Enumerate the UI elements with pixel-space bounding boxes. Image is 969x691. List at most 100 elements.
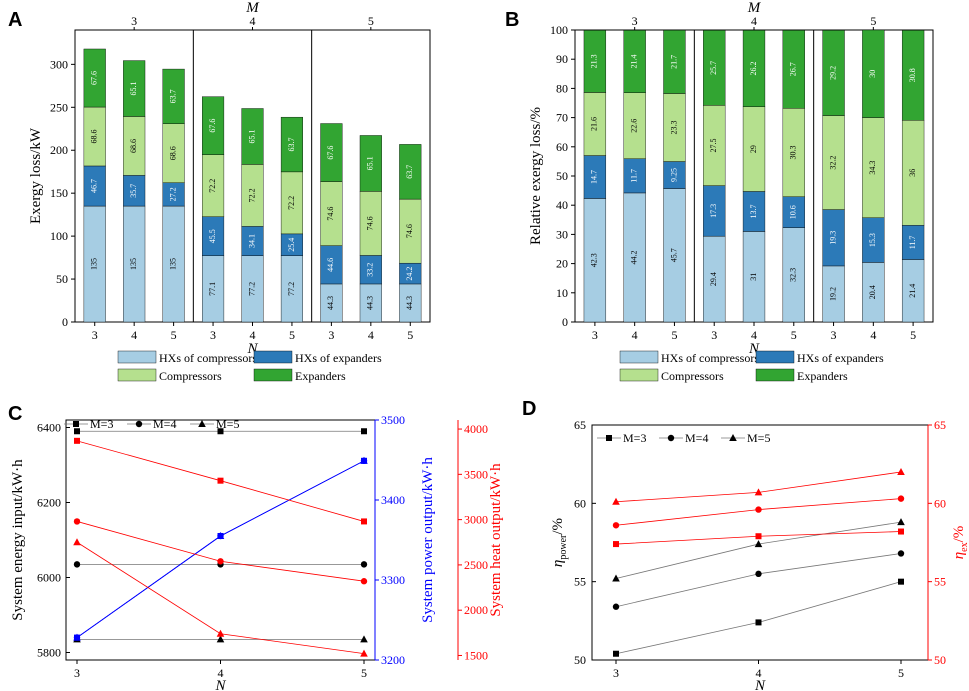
bar-value-label: 35.7 [129, 184, 138, 198]
bar-value-label: 29.2 [828, 66, 837, 80]
y-right-tick-label: 2500 [464, 558, 488, 572]
data-point [217, 558, 224, 565]
y-left-tick-label: 6400 [37, 421, 61, 435]
x-tick-label: 4 [751, 328, 757, 342]
bar-value-label: 20.4 [868, 285, 877, 299]
bar-segment [83, 48, 106, 108]
data-point [360, 649, 368, 657]
plot-frame [65, 419, 376, 661]
data-point [755, 570, 762, 578]
bar-value-label: 72.2 [287, 196, 296, 210]
legend-label: Compressors [661, 369, 724, 383]
bar-value-label: 135 [168, 258, 177, 270]
legend-marker [606, 435, 612, 441]
bar-value-label: 22.6 [629, 119, 638, 133]
legend-swatch [117, 350, 157, 364]
bar-value-label: 21.6 [590, 117, 599, 131]
y-axis-label: Exergy loss/kW [28, 127, 44, 224]
legend-marker [729, 434, 737, 441]
y-left-tick-label: 50 [574, 653, 586, 667]
y-tick-label: 70 [556, 111, 568, 125]
y-left-label: System energy input/kW·h [10, 459, 26, 621]
bar-value-label: 32.3 [789, 268, 798, 282]
bar-segment [123, 60, 146, 117]
data-point [897, 518, 905, 526]
data-point [612, 603, 620, 610]
data-point [360, 578, 368, 585]
panel-letter-C: C [8, 403, 22, 425]
bar-value-label: 36 [908, 169, 917, 177]
data-point [897, 468, 905, 475]
bar-value-label: 31 [749, 273, 758, 281]
bar-value-label: 11.7 [908, 236, 917, 250]
data-point [361, 518, 367, 525]
x-tick-label: 4 [131, 328, 137, 342]
legend-swatch [253, 350, 293, 364]
y-mid-tick-label: 3500 [381, 413, 405, 427]
bar-value-label: 135 [129, 258, 138, 270]
bar-segment [623, 30, 646, 93]
y-tick-label: 90 [556, 52, 568, 66]
bar-value-label: 67.6 [90, 71, 99, 85]
bar-value-label: 44.3 [405, 296, 414, 310]
bar-value-label: 29.4 [709, 272, 718, 286]
panel-letter-B: B [505, 9, 519, 31]
legend-label: M=3 [90, 417, 113, 431]
legend-label: M=4 [685, 431, 708, 445]
data-point [216, 635, 225, 643]
series-line [615, 581, 902, 655]
x-tick-label: 3 [711, 328, 717, 342]
y-mid-label: System power output/kW·h [420, 457, 436, 623]
data-point [73, 561, 81, 568]
y-right-label: ηex/% [951, 526, 969, 560]
x-axis-label: N [754, 678, 766, 691]
legend-label: HXs of compressors [159, 351, 257, 365]
y-right-tick-label: 4000 [464, 422, 488, 436]
bar-value-label: 45.5 [208, 229, 217, 243]
bar-value-label: 30 [868, 70, 877, 78]
series-line [76, 460, 365, 638]
x-tick-label: 5 [361, 666, 367, 680]
y-tick-label: 0 [562, 315, 568, 329]
y-mid-tick-label: 3300 [381, 573, 405, 587]
x-tick-label: 3 [210, 328, 216, 342]
x-tick-label: 4 [870, 328, 876, 342]
legend-label: Expanders [295, 369, 346, 383]
data-point [73, 633, 81, 641]
legend-swatch [619, 350, 659, 364]
data-point [217, 428, 224, 435]
bar-value-label: 17.3 [709, 204, 718, 218]
group-label: 5 [368, 14, 374, 28]
x-tick-label: 3 [328, 328, 334, 342]
bar-value-label: 15.3 [868, 233, 877, 247]
legend-marker [198, 420, 206, 427]
x-tick-label: 5 [671, 328, 677, 342]
bar-value-label: 34.3 [868, 161, 877, 175]
bar-value-label: 77.2 [247, 282, 256, 296]
y-tick-label: 300 [50, 57, 68, 71]
bar-value-label: 63.7 [405, 165, 414, 179]
bar-value-label: 25.4 [287, 238, 296, 252]
x-tick-label: 5 [910, 328, 916, 342]
data-point [612, 574, 620, 582]
series-line [76, 460, 365, 638]
data-point [613, 650, 619, 657]
legend-label: M=5 [216, 417, 239, 431]
bar-value-label: 44.2 [629, 250, 638, 264]
data-point [361, 428, 367, 435]
legend-label: M=4 [153, 417, 176, 431]
bar-value-label: 33.2 [366, 263, 375, 277]
legend-label: M=3 [623, 431, 646, 445]
x-tick-label: 5 [898, 666, 904, 680]
bar-value-label: 26.7 [789, 62, 798, 76]
y-tick-label: 100 [550, 23, 568, 37]
bar-segment [862, 29, 885, 118]
data-point [217, 477, 224, 484]
bar-value-label: 68.6 [168, 146, 177, 160]
bar-value-label: 65.1 [129, 82, 138, 96]
bar-value-label: 26.2 [749, 62, 758, 76]
bar-value-label: 10.6 [789, 205, 798, 219]
legend-swatch [253, 368, 293, 382]
series-line [615, 521, 902, 579]
x-tick-label: 4 [218, 666, 224, 680]
